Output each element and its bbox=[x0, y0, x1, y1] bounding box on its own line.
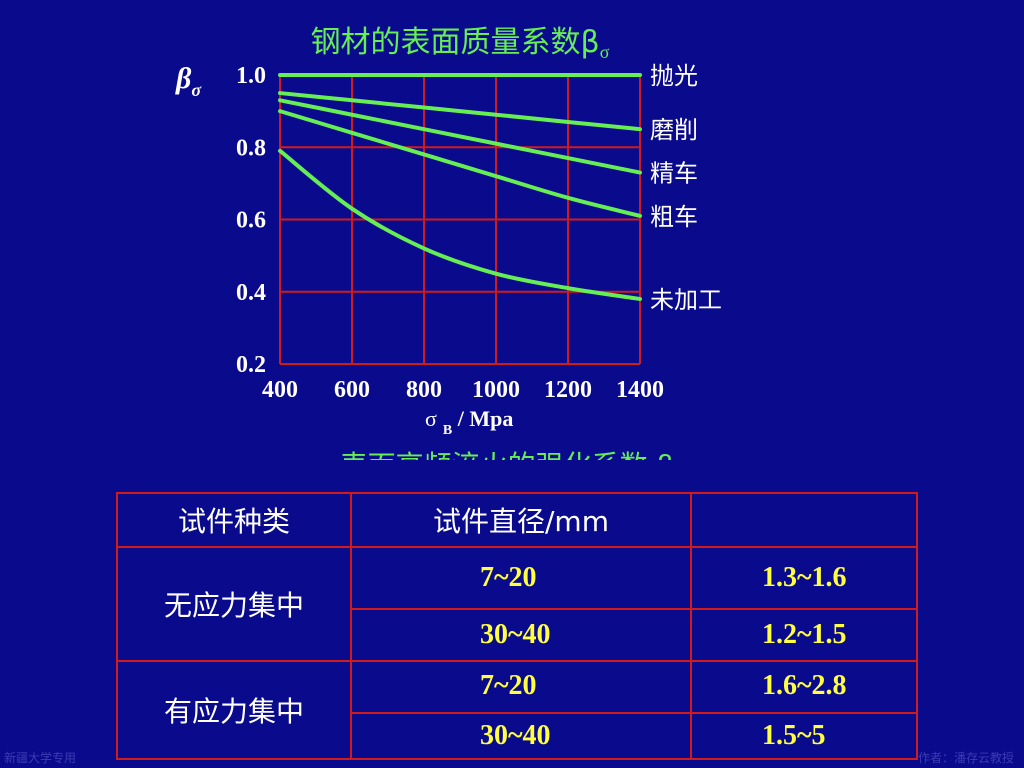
x-axis-label-main: σ bbox=[425, 406, 437, 431]
chart-title-main: 钢材的表面质量系数β bbox=[311, 25, 600, 60]
x-tick-label-1: 600 bbox=[334, 377, 370, 403]
diameter-cell: 7~20 bbox=[350, 546, 692, 610]
table-title-main: 表面高频淬火的强化系数 β bbox=[340, 449, 675, 460]
diameter-cell: 30~40 bbox=[350, 608, 692, 662]
coefficient-cell: 1.6~2.8 bbox=[690, 660, 918, 714]
table-row: 无应力集中 7~20 1.3~1.6 bbox=[116, 546, 918, 662]
x-tick-label-2: 800 bbox=[406, 377, 442, 403]
series-label-3: 粗车 bbox=[650, 203, 698, 231]
table-row: 30~40 1.5~5 bbox=[117, 712, 918, 760]
y-tick-label-1: 0.8 bbox=[236, 135, 266, 161]
coefficient-cell: 1.5~5 bbox=[690, 712, 918, 760]
quench-coefficient-table: 试件种类 试件直径/mm 无应力集中 7~20 1.3~1.6 30~40 1.… bbox=[116, 492, 918, 760]
y-tick-label-4: 0.2 bbox=[236, 352, 266, 378]
series-label-2: 精车 bbox=[650, 160, 698, 188]
table-header-row: 试件种类 试件直径/mm bbox=[116, 492, 918, 548]
x-tick-label-5: 1400 bbox=[616, 377, 664, 403]
series-line-1 bbox=[278, 91, 642, 132]
y-axis-label: βσ bbox=[175, 62, 202, 100]
x-tick-label-3: 1000 bbox=[472, 377, 520, 403]
series-label-4: 未加工 bbox=[650, 286, 722, 314]
chart-grid bbox=[279, 74, 641, 365]
header-specimen-diameter: 试件直径/mm bbox=[350, 492, 692, 548]
coefficient-cell: 1.3~1.6 bbox=[690, 546, 918, 610]
x-tick-labels: 400 600 800 1000 1200 1400 bbox=[262, 377, 664, 403]
coefficient-cell: 1.2~1.5 bbox=[690, 608, 918, 662]
chart-series bbox=[278, 73, 642, 301]
group-label-no-stress: 无应力集中 bbox=[116, 546, 352, 662]
x-tick-label-4: 1200 bbox=[544, 377, 592, 403]
table-title: 表面高频淬火的强化系数 βq bbox=[340, 449, 685, 460]
group-label-stress: 有应力集中 bbox=[116, 660, 352, 760]
series-line-4 bbox=[278, 148, 642, 301]
series-line-2 bbox=[278, 98, 642, 175]
series-label-0: 抛光 bbox=[650, 62, 698, 90]
chart-title-sub: σ bbox=[600, 42, 610, 62]
y-axis-label-sub: σ bbox=[191, 80, 202, 100]
footer-left-text: 新疆大学专用 bbox=[4, 751, 77, 765]
table-row: 30~40 1.2~1.5 bbox=[117, 608, 918, 662]
y-tick-label-3: 0.4 bbox=[236, 280, 266, 306]
series-line-3 bbox=[278, 109, 642, 218]
y-tick-labels: 1.0 0.8 0.6 0.4 0.2 bbox=[236, 63, 266, 378]
y-tick-label-0: 1.0 bbox=[236, 63, 266, 89]
chart-title: 钢材的表面质量系数βσ bbox=[311, 25, 610, 62]
header-coefficient bbox=[690, 492, 918, 548]
x-tick-label-0: 400 bbox=[262, 377, 298, 403]
diameter-cell: 30~40 bbox=[350, 712, 692, 760]
y-tick-label-2: 0.6 bbox=[236, 208, 266, 234]
x-axis-label-unit: / Mpa bbox=[452, 406, 513, 431]
header-specimen-type: 试件种类 bbox=[116, 492, 352, 548]
footer-right-text: 作者：潘存云教授 bbox=[917, 751, 1014, 765]
diameter-cell: 7~20 bbox=[350, 660, 692, 714]
table-row: 有应力集中 7~20 1.6~2.8 bbox=[116, 660, 918, 760]
header-diameter-text: 试件直径/mm bbox=[433, 505, 609, 538]
y-axis-label-main: β bbox=[175, 62, 192, 95]
series-label-1: 磨削 bbox=[650, 116, 698, 144]
x-axis-label-sub: B bbox=[443, 423, 452, 438]
